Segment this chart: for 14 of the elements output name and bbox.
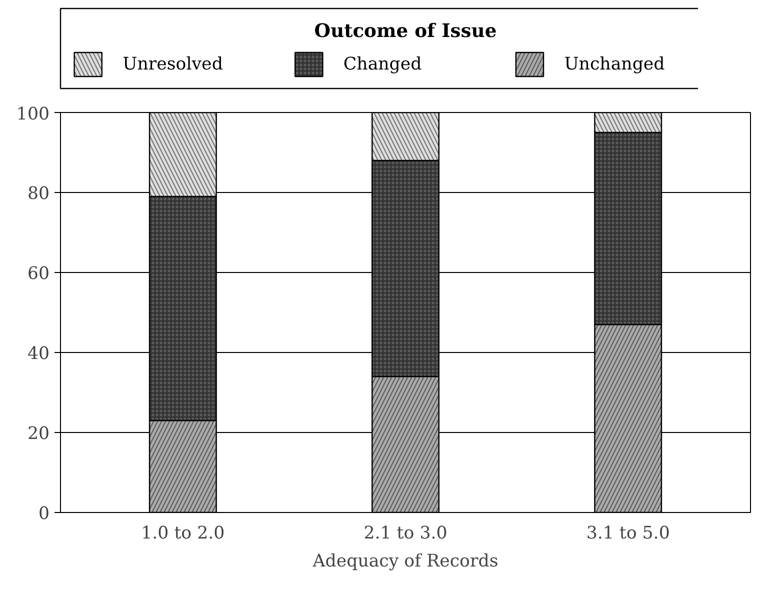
legend-label: Unchanged — [564, 54, 665, 74]
legend-title: Outcome of Issue — [314, 20, 497, 42]
x-tick-label: 1.0 to 2.0 — [141, 524, 225, 544]
y-tick-label: 80 — [27, 184, 50, 204]
legend-label: Unresolved — [122, 54, 223, 74]
y-tick-label: 60 — [27, 264, 50, 284]
y-tick-label: 100 — [16, 104, 50, 124]
y-tick-label: 40 — [27, 344, 50, 364]
y-tick-label: 20 — [27, 424, 50, 444]
legend-label: Changed — [343, 54, 422, 74]
x-tick-label: 2.1 to 3.0 — [364, 524, 448, 544]
x-tick-label: 3.1 to 5.0 — [586, 524, 670, 544]
y-tick-label: 0 — [38, 504, 50, 524]
x-axis-title: Adequacy of Records — [312, 552, 498, 572]
